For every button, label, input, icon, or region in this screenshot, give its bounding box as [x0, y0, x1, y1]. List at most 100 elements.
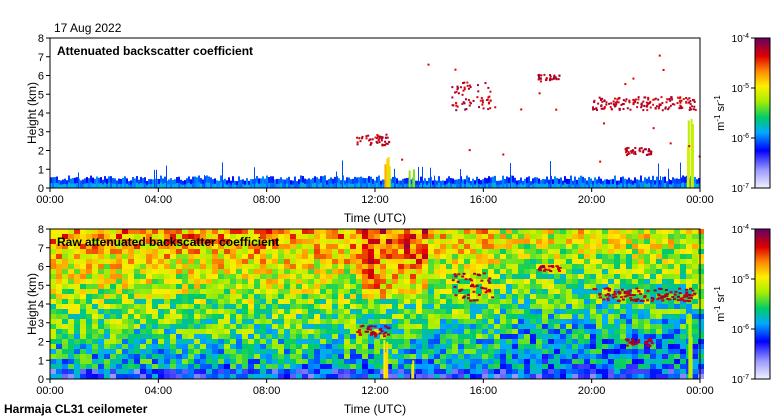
noise-cell [620, 359, 626, 364]
noise-cell [488, 374, 494, 379]
noise-cell [326, 314, 332, 319]
noise-cell [212, 279, 218, 284]
boundary-layer-mark [496, 184, 498, 188]
noise-cell [110, 329, 116, 334]
noise-cell [320, 359, 326, 364]
noise-cell [254, 359, 260, 364]
cloud-layer-mark [600, 105, 603, 108]
noise-cell [248, 284, 254, 289]
noise-cell [140, 274, 146, 279]
cloud-layer-mark [477, 273, 481, 276]
noise-cell [530, 309, 536, 314]
cloud-layer-mark [371, 138, 374, 141]
noise-cell [134, 329, 140, 334]
cloud-layer-mark [548, 79, 551, 82]
noise-cell [374, 374, 380, 379]
noise-cell [104, 274, 110, 279]
noise-cell [434, 314, 440, 319]
boundary-layer-mark [280, 177, 282, 188]
cloud-layer-mark [607, 289, 611, 292]
noise-cell [80, 259, 86, 264]
noise-cell [410, 309, 416, 314]
noise-cell [656, 309, 662, 314]
boundary-layer-mark [308, 178, 310, 188]
noise-cell [320, 289, 326, 294]
noise-cell [602, 314, 608, 319]
noise-cell [104, 374, 110, 379]
noise-cell [458, 309, 464, 314]
noise-cell [380, 319, 386, 324]
raw-backscatter-panel: Raw attenuated backscatter coefficient 0… [25, 224, 771, 416]
noise-cell [272, 304, 278, 309]
noise-cell [356, 324, 362, 329]
noise-cell [458, 344, 464, 349]
noise-cell [524, 274, 530, 279]
noise-cell [110, 324, 116, 329]
boundary-layer-mark [266, 175, 268, 188]
noise-cell [284, 254, 290, 259]
cloud-layer-mark [689, 297, 693, 300]
noise-cell [584, 229, 590, 234]
noise-cell [194, 339, 200, 344]
noise-cell [260, 234, 266, 239]
noise-cell [140, 319, 146, 324]
boundary-layer-mark [604, 184, 606, 188]
noise-cell [668, 364, 674, 369]
noise-cell [494, 304, 500, 309]
noise-cell [638, 374, 644, 379]
noise-cell [572, 304, 578, 309]
boundary-layer-mark [392, 183, 394, 188]
noise-cell [686, 229, 692, 234]
noise-cell [698, 294, 704, 299]
noise-cell [134, 354, 140, 359]
noise-cell [626, 354, 632, 359]
noise-cell [482, 279, 488, 284]
noise-cell [458, 369, 464, 374]
noise-cell [338, 374, 344, 379]
cloud-layer-mark [680, 297, 684, 300]
noise-cell [482, 284, 488, 289]
cloud-layer-mark [685, 288, 689, 291]
noise-cell [608, 244, 614, 249]
noise-cell [662, 254, 668, 259]
noise-cell [596, 264, 602, 269]
boundary-layer-mark [422, 166, 423, 188]
cloud-layer-mark [628, 341, 632, 344]
noise-cell [596, 364, 602, 369]
noise-cell [650, 309, 656, 314]
cloud-layer-mark [488, 290, 492, 293]
cloud-layer-mark [635, 287, 639, 290]
boundary-layer-mark [144, 177, 146, 188]
cloud-layer-mark [652, 103, 655, 106]
cloud-layer-mark [545, 77, 548, 80]
cloud-layer-mark [594, 288, 598, 291]
cloud-layer-mark [371, 331, 375, 334]
boundary-layer-mark [528, 182, 530, 188]
noise-cell [230, 239, 236, 244]
boundary-layer-mark [666, 181, 668, 188]
noise-cell [362, 289, 368, 294]
noise-cell [314, 324, 320, 329]
noise-cell [272, 339, 278, 344]
noise-cell [50, 289, 56, 294]
boundary-layer-mark [82, 184, 84, 188]
noise-cell [470, 334, 476, 339]
x-tick-label: 16:00 [470, 194, 498, 206]
noise-cell [230, 344, 236, 349]
noise-cell [410, 229, 416, 234]
noise-cell [488, 294, 494, 299]
noise-cell [230, 234, 236, 239]
noise-cell [272, 244, 278, 249]
noise-cell [500, 254, 506, 259]
noise-cell [392, 349, 398, 354]
noise-cell [308, 294, 314, 299]
noise-cell [248, 334, 254, 339]
unit-exponent: -1 [713, 305, 722, 313]
noise-cell [590, 339, 596, 344]
noise-cell [212, 294, 218, 299]
noise-cell [452, 304, 458, 309]
noise-cell [560, 249, 566, 254]
cloud-layer-mark [625, 154, 628, 157]
cloud-layer-mark [650, 342, 654, 345]
